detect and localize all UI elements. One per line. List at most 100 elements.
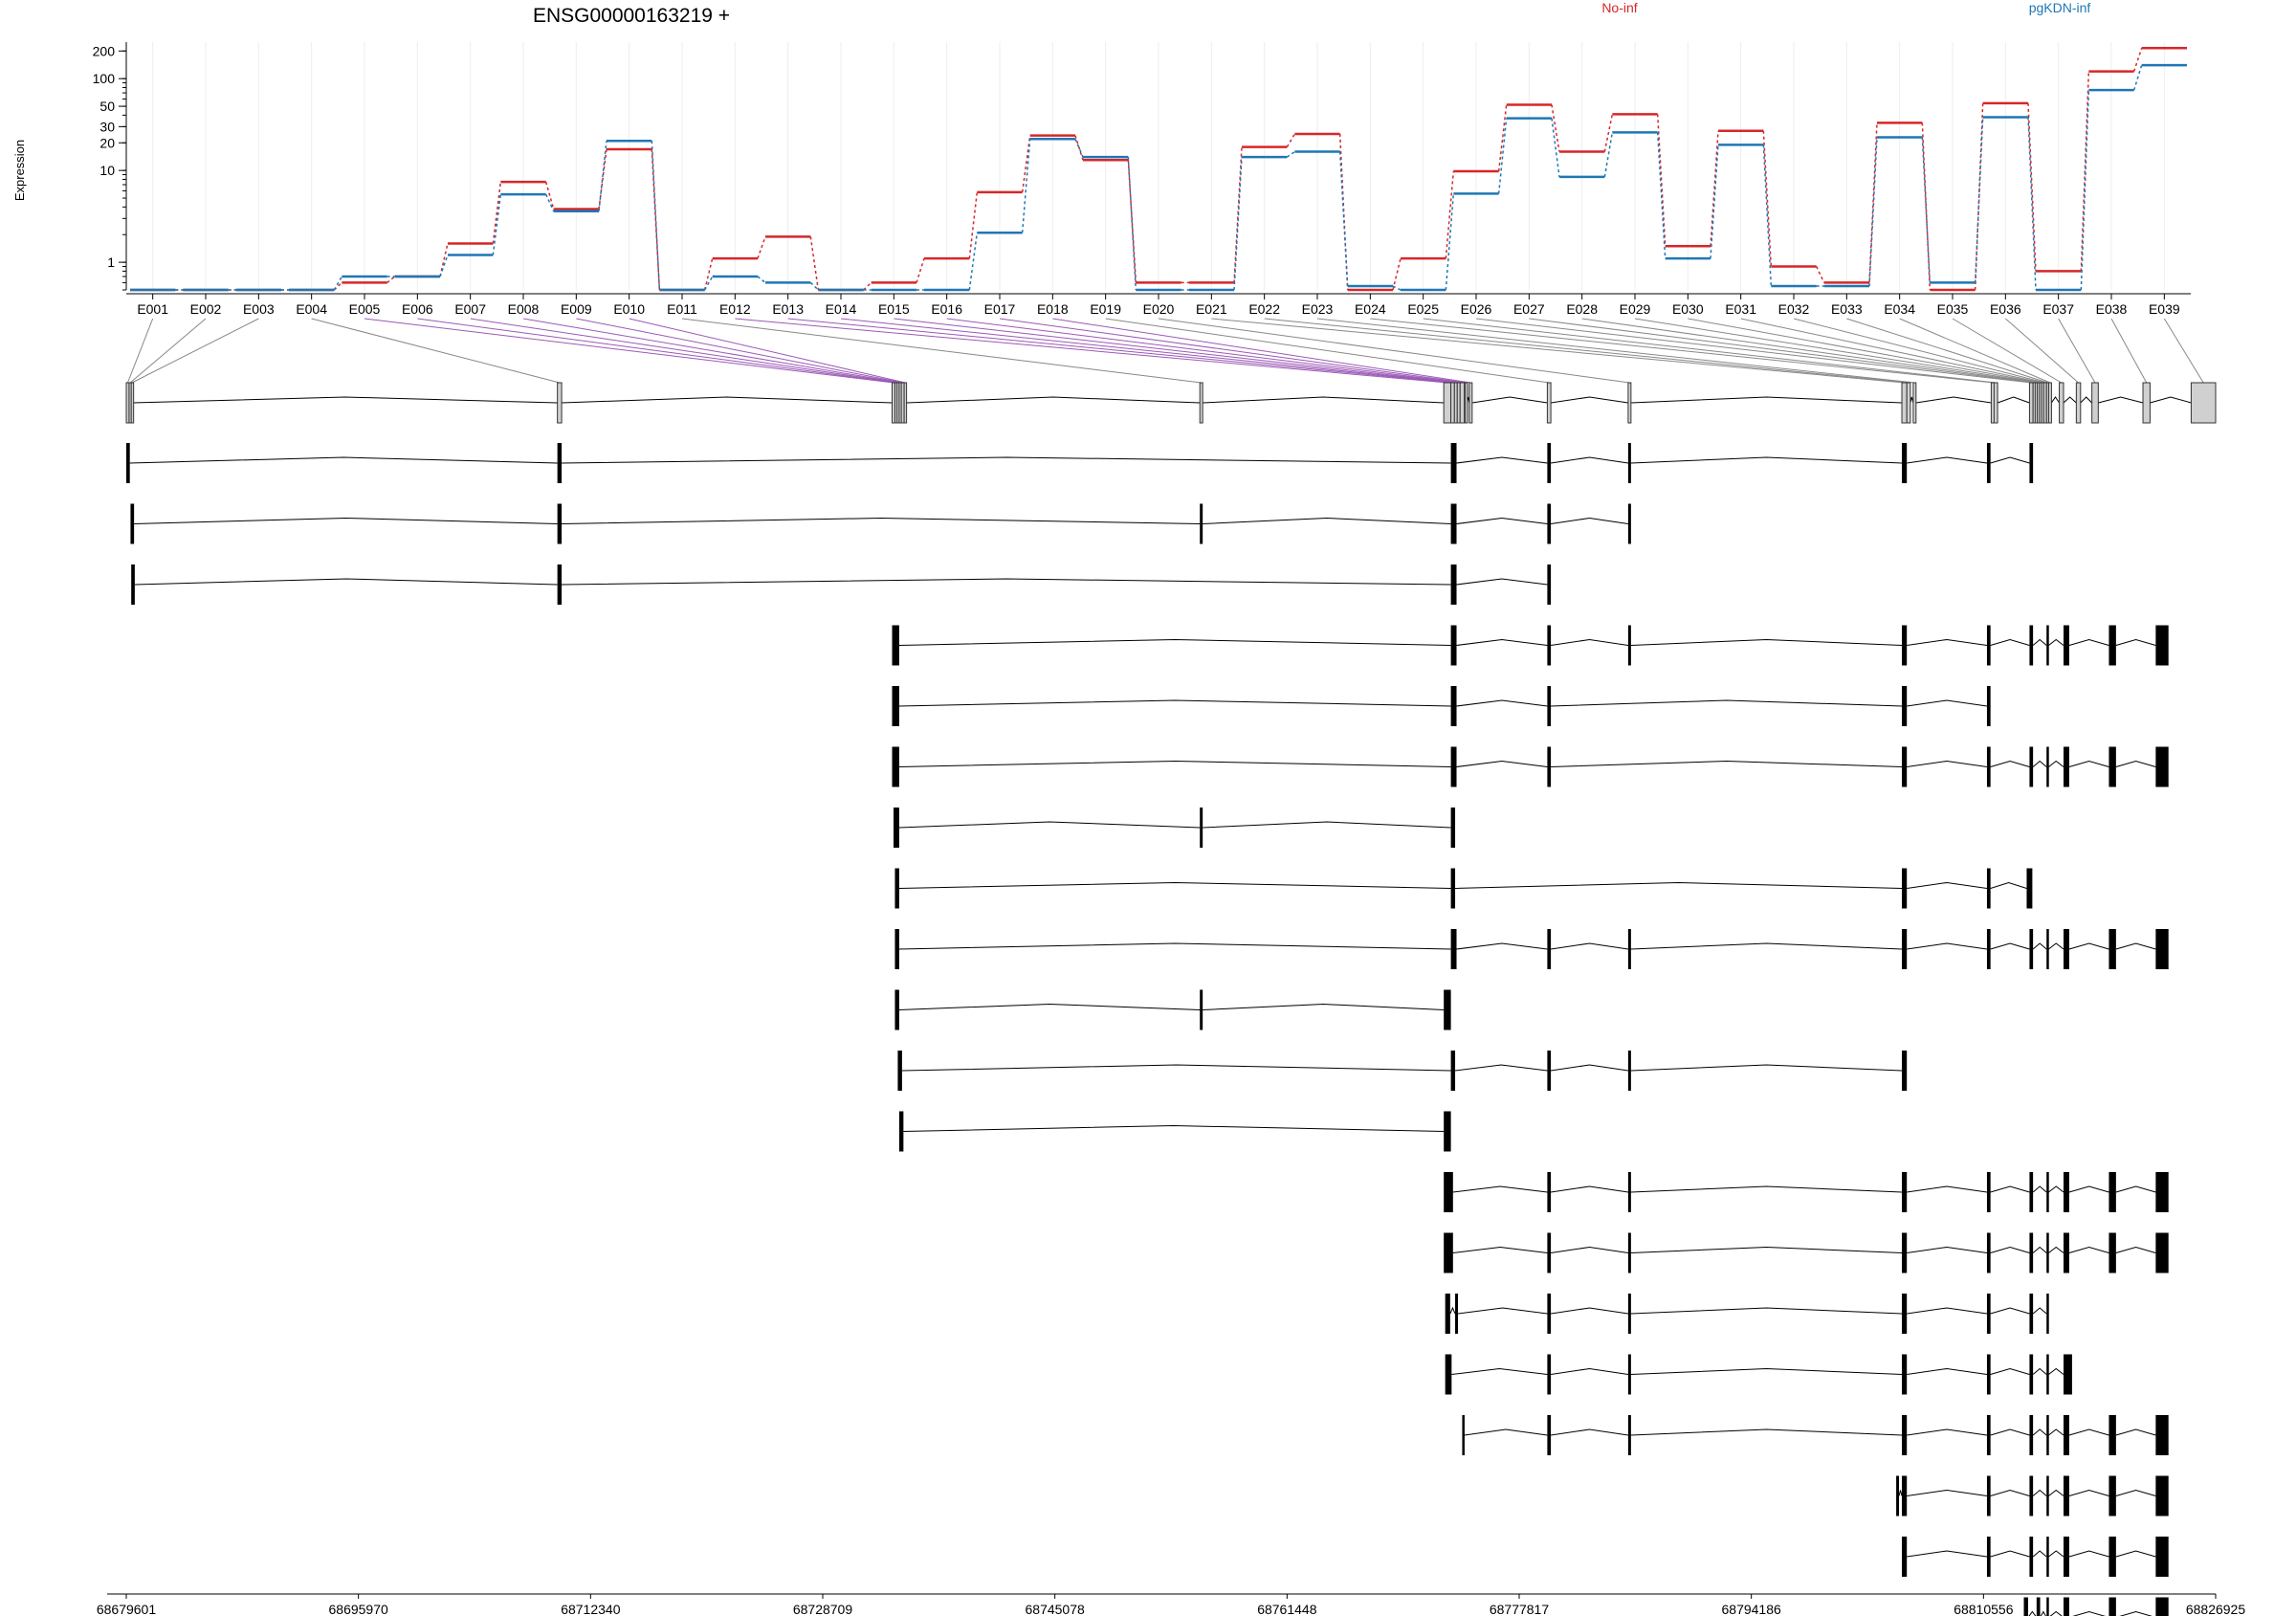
transcript-intron [2032, 1428, 2047, 1436]
transcript-15 [1445, 1294, 2049, 1334]
series-connector [1815, 266, 1825, 283]
transcript-exon [1547, 1172, 1552, 1212]
transcript-exon [1986, 1537, 1991, 1577]
transcript-intron [1990, 1367, 2030, 1375]
transcript-intron [2028, 1610, 2037, 1616]
transcript-intron [1203, 517, 1451, 524]
transcript-intron [1551, 1246, 1628, 1253]
transcript-exon [894, 989, 899, 1030]
transcript-exon [1627, 503, 1631, 544]
gene-intron [1915, 396, 1992, 404]
gene-intron [562, 396, 893, 404]
series-connector [1286, 133, 1295, 148]
transcript-intron [1630, 1064, 1903, 1072]
transcript-intron [1551, 699, 1903, 707]
chart-title: ENSG00000163219 + [533, 5, 730, 27]
y-tick-label: 20 [99, 135, 115, 150]
series-connector [1497, 104, 1508, 172]
transcript-exon [2155, 1232, 2169, 1273]
exon-connector [1423, 318, 1997, 384]
series-connector [2027, 117, 2037, 291]
exon-connector [1846, 318, 2048, 384]
transcript-intron [2072, 1610, 2107, 1616]
transcript-exon [1627, 1232, 1631, 1273]
transcript-exon [1450, 503, 1457, 544]
transcript-exon [1200, 503, 1203, 544]
transcript-intron [2032, 638, 2047, 646]
transcript-intron [2115, 1550, 2156, 1558]
transcript-intron [2068, 1550, 2109, 1558]
transcript-exon [1902, 686, 1908, 726]
y-axis-label: Expression [12, 140, 27, 201]
gene-intron [2050, 396, 2060, 404]
x-tick-label-e003: E003 [243, 301, 275, 317]
transcript-intron [1456, 517, 1548, 524]
x-tick-label-e029: E029 [1620, 301, 1651, 317]
gene-exon-e022 [1906, 382, 1911, 424]
transcript-intron [1551, 1367, 1628, 1375]
transcript-intron [898, 760, 1451, 767]
transcript-exon [2029, 746, 2034, 787]
transcript-exon [2155, 1172, 2169, 1212]
transcript-intron [2032, 1246, 2047, 1253]
transcript-3 [131, 564, 1552, 605]
transcript-intron [1551, 760, 1903, 767]
series-connector [1233, 157, 1243, 291]
series-connector [1074, 135, 1084, 161]
transcript-intron [2048, 942, 2064, 950]
transcript-intron [2068, 760, 2109, 767]
series-connector [2132, 64, 2143, 91]
exon-connector [840, 318, 1456, 384]
transcript-16 [1445, 1354, 2072, 1395]
series-connector [1656, 114, 1667, 247]
x-tick-label-e037: E037 [2042, 301, 2074, 317]
y-tick-label: 10 [99, 163, 115, 178]
transcript-4 [892, 625, 2169, 666]
series-connector [863, 281, 872, 291]
transcript-intron [1990, 1489, 2030, 1496]
transcript-exon [1547, 564, 1552, 605]
transcript-intron [1990, 1307, 2030, 1315]
transcript-intron [1551, 638, 1628, 646]
transcript-exon [1547, 503, 1552, 544]
transcript-intron [1630, 1185, 1903, 1193]
transcript-intron [1898, 1490, 1903, 1496]
transcript-intron [1630, 942, 1903, 950]
transcript-intron [1907, 1307, 1988, 1315]
transcript-exon [1547, 625, 1552, 666]
transcript-intron [898, 1003, 1201, 1010]
transcript-exon [2064, 625, 2069, 666]
exon-connectors [127, 318, 2204, 384]
transcript-1 [126, 443, 2034, 483]
transcript-intron [1990, 1185, 2030, 1193]
transcript-exon [1986, 868, 1991, 909]
transcript-exon [1986, 625, 1991, 666]
transcript-exon [1902, 868, 1908, 909]
transcript-exon [2155, 1537, 2169, 1577]
series-connector [1868, 137, 1878, 287]
exon-connector [1899, 318, 2051, 384]
transcript-intron [1990, 1246, 2030, 1253]
series-connector [1974, 117, 1984, 283]
exon-connector [1581, 318, 2037, 384]
x-tick-label-e002: E002 [190, 301, 222, 317]
exon-connector [1105, 318, 1550, 384]
transcript-intron [2048, 1428, 2064, 1436]
transcript-exon [2064, 1172, 2069, 1212]
legend-entry-pgkdn-inf: pgKDN-inf [2029, 0, 2091, 15]
transcript-exon [892, 625, 899, 666]
series-connector [1497, 118, 1508, 194]
transcript-intron [1456, 760, 1548, 767]
transcript-13 [1444, 1172, 2169, 1212]
transcript-exon [1547, 746, 1552, 787]
transcript-intron [2048, 638, 2064, 646]
gene-exon-e011 [1199, 382, 1203, 424]
gene-exon-e034 [2047, 382, 2052, 424]
series-connector [809, 281, 819, 291]
gene-intron [1203, 396, 1445, 404]
transcript-exon [2108, 1415, 2116, 1455]
transcript-intron [2115, 942, 2156, 950]
transcript-10 [894, 989, 1451, 1030]
exon-connector [1740, 318, 2043, 384]
transcript-intron [2032, 942, 2047, 950]
